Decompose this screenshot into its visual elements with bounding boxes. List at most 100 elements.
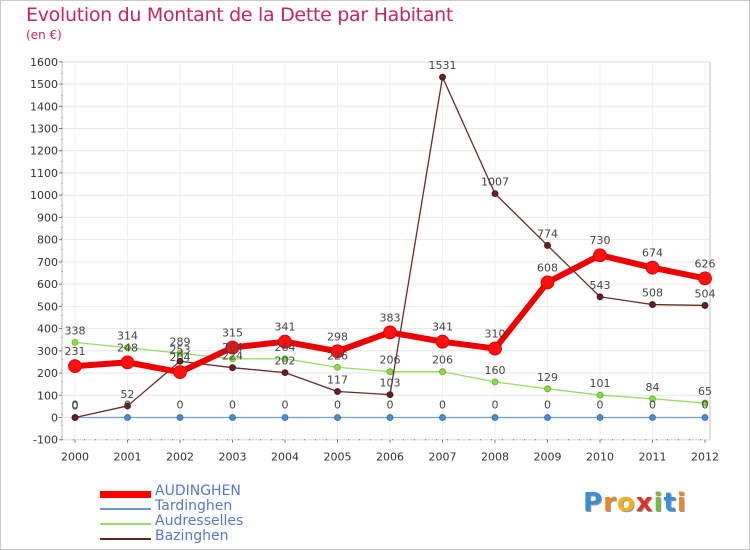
- x-tick-label: 2011: [639, 451, 667, 464]
- y-tick-label: 1000: [30, 189, 58, 202]
- legend-label: AUDINGHEN: [155, 483, 241, 499]
- data-label-audinghen: 730: [590, 234, 611, 247]
- data-point-bazinghen: [124, 402, 131, 410]
- data-point-audresselles: [649, 395, 656, 403]
- data-label-audinghen: 341: [275, 321, 296, 334]
- chart-unit: (en €): [26, 28, 62, 42]
- data-label-tardinghen: 0: [72, 399, 79, 412]
- legend-swatch: [100, 508, 151, 510]
- data-point-tardinghen: [334, 414, 341, 421]
- x-tick-label: 2007: [429, 451, 457, 464]
- data-label-tardinghen: 0: [334, 399, 341, 412]
- data-label-audresselles: 226: [327, 349, 348, 362]
- data-label-tardinghen: 0: [492, 399, 499, 412]
- data-point-audresselles: [71, 338, 79, 346]
- x-tick-label: 2010: [586, 451, 614, 464]
- data-label-audresselles: 129: [537, 371, 558, 384]
- data-point-audinghen: [593, 248, 607, 263]
- data-label-tardinghen: 0: [439, 399, 446, 412]
- data-point-audinghen: [173, 365, 187, 380]
- data-point-audinghen: [120, 355, 135, 370]
- data-label-bazinghen: 103: [380, 377, 401, 390]
- data-point-tardinghen: [176, 414, 184, 421]
- data-label-audresselles: 206: [380, 354, 401, 367]
- data-label-audresselles: 65: [698, 385, 712, 398]
- logo-letter: r: [603, 488, 617, 518]
- legend-label: Audresselles: [155, 513, 244, 529]
- data-label-bazinghen: 1531: [429, 59, 457, 72]
- y-tick-label: 800: [37, 234, 58, 247]
- data-point-tardinghen: [701, 414, 709, 421]
- data-point-bazinghen: [649, 301, 656, 308]
- data-label-audinghen: 231: [65, 345, 86, 358]
- data-point-tardinghen: [649, 414, 656, 421]
- data-point-audinghen: [278, 334, 292, 349]
- data-label-bazinghen: 253: [170, 343, 191, 356]
- data-label-audresselles: 206: [432, 354, 453, 367]
- y-tick-label: 400: [37, 323, 58, 336]
- y-tick-label: 600: [37, 278, 58, 291]
- data-label-bazinghen: 504: [695, 287, 716, 300]
- x-tick-label: 2009: [534, 451, 562, 464]
- y-tick-label: -100: [33, 434, 58, 447]
- data-point-audresselles: [491, 378, 499, 386]
- data-point-audresselles: [596, 391, 604, 399]
- logo-letter: x: [635, 488, 654, 518]
- data-label-audinghen: 204: [170, 351, 191, 364]
- data-label-audinghen: 315: [222, 326, 243, 339]
- legend-swatch: [100, 538, 151, 540]
- proxiti-logo: Proxiti: [583, 488, 687, 518]
- chart-title: Evolution du Montant de la Dette par Hab…: [26, 4, 454, 26]
- data-point-audinghen: [68, 359, 82, 374]
- x-tick-label: 2005: [324, 451, 352, 464]
- y-tick-label: 100: [37, 389, 58, 402]
- data-point-bazinghen: [701, 302, 709, 309]
- logo-letter: o: [616, 488, 636, 518]
- data-point-audinghen: [645, 260, 660, 275]
- data-label-tardinghen: 0: [229, 399, 236, 412]
- data-label-tardinghen: 0: [544, 399, 551, 412]
- data-label-audresselles: 264: [222, 341, 243, 354]
- data-label-audresselles: 84: [646, 381, 660, 394]
- data-point-audinghen: [383, 325, 397, 340]
- data-point-audresselles: [334, 363, 341, 371]
- data-point-audresselles: [544, 385, 551, 393]
- y-tick-label: 1200: [30, 145, 58, 158]
- data-point-tardinghen: [229, 414, 236, 421]
- data-point-audresselles: [386, 368, 394, 376]
- data-label-bazinghen: 224: [222, 350, 243, 363]
- data-point-bazinghen: [596, 293, 604, 301]
- data-point-audinghen: [225, 340, 240, 355]
- y-tick-label: 1100: [30, 167, 58, 180]
- y-tick-label: 900: [37, 211, 58, 224]
- data-point-tardinghen: [596, 414, 604, 421]
- data-point-bazinghen: [334, 388, 341, 395]
- data-point-audresselles: [229, 355, 236, 363]
- data-point-bazinghen: [281, 369, 289, 376]
- data-label-audinghen: 608: [537, 261, 558, 274]
- y-tick-label: 1400: [30, 100, 58, 113]
- data-point-tardinghen: [544, 414, 551, 421]
- data-label-audinghen: 310: [485, 328, 506, 341]
- data-label-tardinghen: 0: [597, 399, 604, 412]
- data-label-bazinghen: 543: [590, 279, 611, 292]
- x-tick-label: 2004: [271, 451, 299, 464]
- data-label-bazinghen: 1007: [481, 176, 509, 189]
- data-label-tardinghen: 0: [177, 399, 184, 412]
- legend-label: Bazinghen: [155, 528, 229, 544]
- y-tick-label: 500: [37, 300, 58, 313]
- data-point-audresselles: [176, 349, 184, 357]
- x-tick-label: 2012: [691, 451, 719, 464]
- data-point-audinghen: [488, 341, 502, 356]
- data-point-audinghen: [435, 334, 450, 349]
- data-point-audinghen: [540, 275, 555, 290]
- y-tick-label: 0: [51, 412, 58, 425]
- x-tick-label: 2006: [376, 451, 404, 464]
- data-label-bazinghen: 508: [642, 287, 663, 300]
- data-label-audinghen: 674: [642, 247, 663, 260]
- data-label-tardinghen: 0: [649, 399, 656, 412]
- data-point-audresselles: [281, 355, 289, 363]
- data-point-audresselles: [701, 399, 709, 407]
